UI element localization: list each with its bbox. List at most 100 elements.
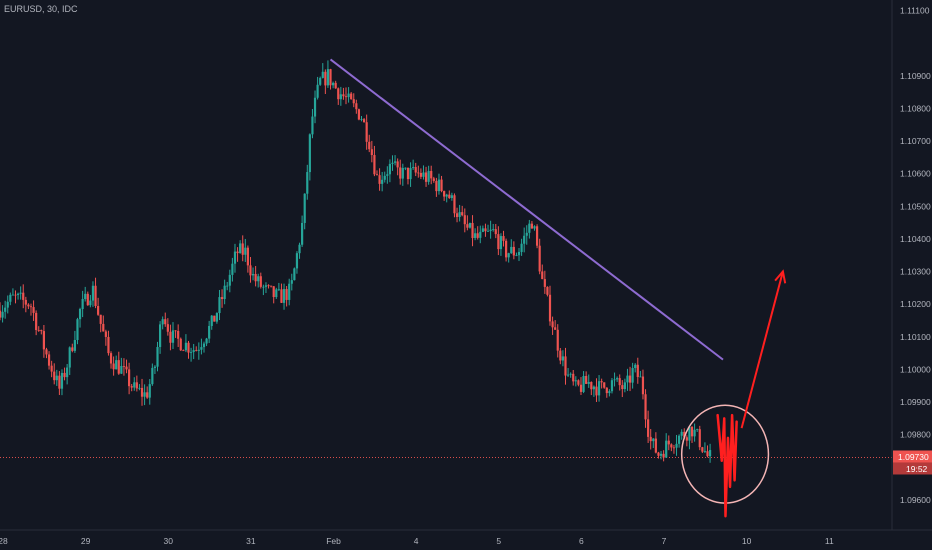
candle [153, 365, 157, 374]
candle [329, 68, 332, 90]
candle-body [285, 289, 288, 300]
candle [419, 168, 422, 180]
candle-body [388, 163, 392, 175]
candle-body [89, 300, 92, 306]
candle [463, 208, 466, 233]
candle-body [76, 319, 79, 340]
candle-body [654, 438, 657, 453]
price-tick-label: 1.09900 [900, 397, 931, 407]
time-tick-label: 31 [246, 536, 256, 546]
candle-body [264, 285, 268, 287]
candle [432, 176, 435, 183]
candle-body [324, 71, 327, 86]
candle-body [316, 84, 319, 98]
candle [112, 356, 115, 376]
candle-body [171, 330, 175, 343]
candle-body [404, 167, 407, 169]
candle [386, 166, 389, 184]
candle-body [148, 384, 151, 398]
candle-body [200, 347, 203, 350]
candle-body [182, 350, 185, 352]
candle-body [94, 285, 97, 306]
annotation-zigzag [716, 413, 738, 518]
candle [58, 371, 61, 395]
candle-body [197, 349, 200, 351]
candle-body [97, 305, 100, 315]
candle-body [450, 195, 453, 199]
candle-body [184, 342, 188, 351]
candle-body [628, 375, 632, 383]
candle [280, 283, 283, 304]
candle [528, 219, 531, 239]
candle [388, 159, 392, 183]
candle-body [559, 350, 562, 361]
candle [171, 322, 175, 349]
candle [479, 225, 482, 244]
price-tick-label: 1.10000 [900, 364, 931, 374]
candle [412, 159, 415, 170]
candle [603, 382, 606, 389]
candle [223, 279, 226, 305]
candle-body [592, 386, 595, 390]
candle-body [68, 347, 71, 368]
candle-body [486, 230, 490, 232]
candle-body [319, 77, 322, 85]
candle-body [290, 280, 293, 284]
candle-body [474, 233, 477, 239]
time-tick-label: 7 [662, 536, 667, 546]
candle-body [479, 231, 482, 238]
candle [68, 346, 71, 376]
price-axis[interactable]: 1.11100 1.10900 1.10800 1.10700 1.10600 1.105… [900, 6, 931, 505]
candle-body [277, 289, 280, 291]
candle-body [32, 307, 35, 313]
candle-body [1, 311, 4, 318]
candle-body [293, 268, 296, 281]
candle-body [251, 273, 255, 276]
candle-body [461, 212, 464, 216]
candle [244, 238, 247, 262]
candle [321, 63, 324, 79]
candle-body [135, 382, 138, 389]
candle [32, 300, 35, 321]
time-axis[interactable]: 28 29 30 31 Feb 4 5 6 7 10 11 [0, 536, 834, 546]
candle-body [631, 368, 634, 383]
candle [267, 284, 270, 289]
candle-body [117, 360, 120, 374]
candle [574, 376, 577, 387]
candle-body [187, 342, 190, 353]
candle-body [600, 381, 603, 383]
candle [455, 207, 459, 223]
candle [492, 223, 495, 232]
candle [288, 278, 291, 306]
candle-body [652, 438, 655, 442]
current-price-badge [893, 450, 932, 463]
candle [179, 337, 182, 351]
candle-body [481, 228, 484, 232]
candle-body [667, 440, 670, 445]
candle [200, 338, 203, 355]
candle-body [365, 122, 368, 142]
candle [99, 314, 102, 333]
candle [233, 243, 237, 273]
price-tick-label: 1.09800 [900, 430, 931, 440]
candle [107, 330, 110, 356]
candle-body [489, 229, 492, 231]
candle-body [639, 376, 642, 378]
candle [324, 69, 327, 94]
candle-body [275, 289, 278, 298]
candle-body [409, 168, 412, 180]
candle [350, 92, 353, 100]
candle [228, 269, 231, 293]
candle-body [6, 301, 9, 308]
candle [91, 281, 95, 307]
candle [535, 224, 539, 249]
candle [652, 438, 655, 449]
candle-body [311, 116, 314, 135]
candle [347, 87, 350, 103]
candle [437, 173, 441, 195]
candle [146, 386, 149, 399]
candle-body [14, 294, 17, 296]
candle [530, 221, 534, 229]
candle-body [605, 387, 608, 394]
